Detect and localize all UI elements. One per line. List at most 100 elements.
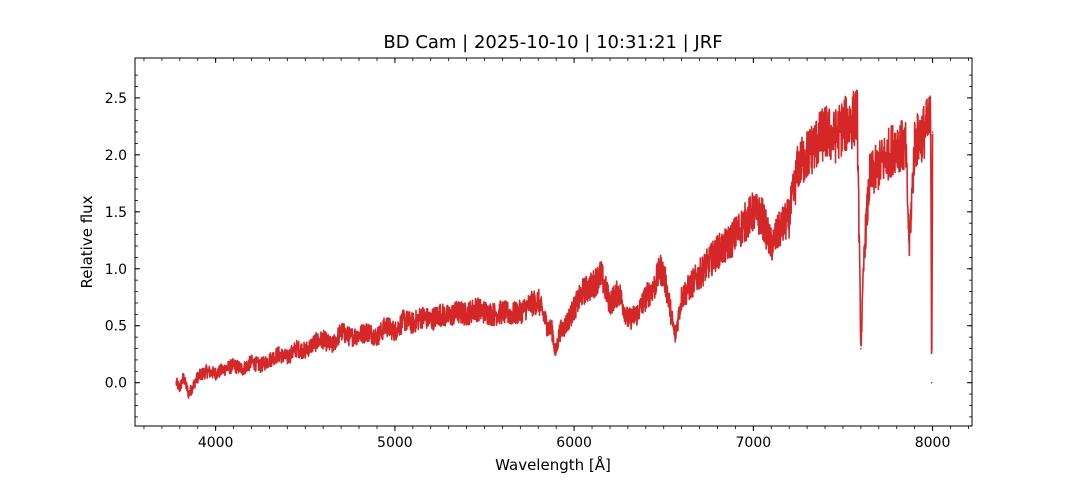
spectrum-data-point: [223, 368, 226, 370]
spectrum-data-point: [492, 313, 495, 316]
spectrum-data-point: [653, 285, 656, 287]
spectrum-data-point: [591, 285, 593, 287]
chart-title: BD Cam | 2025-10-10 | 10:31:21 | JRF: [383, 32, 722, 53]
x-axis: 4000 5000 6000 7000 8000: [143, 58, 969, 451]
spectrum-data-point: [259, 364, 262, 367]
spectrum-data-point: [752, 211, 755, 213]
spectrum-data-point: [856, 114, 859, 116]
spectrum-data-point: [456, 311, 459, 313]
spectrum-data-point: [922, 131, 925, 133]
spectrum-data-point: [420, 315, 423, 318]
spectrum-data-point: [842, 125, 844, 128]
spectrum-data-point: [358, 334, 360, 336]
y-tick-label: 1.0: [105, 262, 127, 278]
y-tick-label: 0.5: [105, 319, 127, 335]
spectrum-data-point: [707, 262, 710, 264]
spectrum-data-point: [546, 324, 549, 327]
spectrum-data-point: [376, 336, 378, 338]
spectrum-data-point: [806, 154, 808, 156]
spectrum-data-point: [913, 142, 916, 145]
spectrum-data-point: [367, 330, 369, 333]
spectrum-data-point: [895, 142, 898, 145]
spectrum-data-point: [815, 142, 817, 145]
spectrum-data-point: [716, 250, 719, 253]
x-tick-label: 7000: [736, 435, 772, 451]
spectrum-data-point: [465, 313, 468, 316]
spectrum-data-point: [412, 322, 414, 325]
spectrum-data-point: [788, 216, 790, 219]
x-tick-label: 5000: [377, 435, 413, 451]
spectrum-data-point: [322, 338, 324, 341]
spectrum-data-point: [770, 245, 773, 247]
spectrum-data-point: [734, 233, 737, 236]
spectrum-data-point: [340, 330, 342, 333]
spectrum-data-point: [824, 131, 826, 133]
x-tick-label: 4000: [198, 435, 234, 451]
spectrum-data-point: [636, 313, 638, 316]
x-tick-label: 6000: [556, 435, 592, 451]
spectrum-data-point: [554, 353, 557, 356]
spectrum-data-point: [429, 319, 432, 321]
spectrum-data-point: [519, 311, 522, 313]
y-tick-label: 2.0: [105, 148, 127, 164]
y-tick-label: 0.0: [105, 376, 127, 392]
y-tick-label: 2.5: [105, 91, 127, 107]
spectrum-data-point: [582, 290, 584, 293]
spectrum-data-point: [558, 330, 561, 333]
spectrum-data-point: [725, 245, 728, 247]
plot-marks: [175, 89, 934, 399]
spectrum-data-point: [501, 311, 504, 313]
spectrum-data-point: [403, 319, 405, 321]
spectrum-data-point: [573, 307, 575, 310]
spectrum-data-point: [863, 245, 866, 247]
y-axis-label: Relative flux: [78, 195, 96, 288]
spectrum-data-point: [349, 336, 351, 338]
spectrum-data-point: [551, 330, 554, 333]
y-axis: 0.0 0.5 1.0 1.5 2.0 2.5: [105, 74, 972, 418]
x-tick-label: 8000: [915, 435, 951, 451]
spectrum-data-point: [286, 356, 289, 359]
spectrum-data-point: [175, 381, 178, 384]
spectrum-data-point: [689, 285, 692, 287]
spectrum-data-point: [510, 313, 513, 316]
spectrum-data-point: [609, 302, 611, 304]
spectrum-data-point: [698, 273, 701, 276]
spectrum-data-point: [313, 342, 316, 344]
spectrum-data-point: [179, 387, 181, 390]
spectrum-data-point: [214, 372, 217, 375]
spectrum-data-point: [268, 359, 271, 361]
spectrum-data-point: [187, 393, 190, 395]
spectrum-data-point: [908, 245, 911, 247]
spectrum-data-point: [232, 364, 235, 367]
spectrum-data-point: [474, 307, 477, 310]
spectrum-series-line: [175, 89, 934, 399]
spectrum-data-point: [600, 273, 602, 276]
x-axis-label: Wavelength [Å]: [495, 455, 611, 474]
spectrum-data-point: [662, 273, 665, 276]
spectrum-data-point: [385, 324, 387, 327]
spectrum-data-point: [659, 267, 661, 270]
spectrum-data-point: [904, 148, 907, 150]
spectrum-data-point: [930, 381, 933, 384]
spectrum-data-point: [304, 350, 307, 352]
spectrum-data-point: [182, 376, 185, 378]
spectrum-data-point: [929, 119, 932, 122]
spectrum-data-point: [666, 290, 669, 293]
spectrum-data-point: [680, 296, 683, 299]
spectrum-data-point: [564, 324, 566, 327]
spectrum-data-point: [295, 347, 298, 350]
spectrum-data-point: [674, 336, 676, 338]
spectrum-data-point: [869, 176, 871, 179]
spectrum-data-point: [761, 216, 764, 219]
spectrum-data-point: [645, 296, 647, 299]
spectrum-data-point: [277, 353, 280, 356]
spectrum-data-point: [196, 376, 199, 378]
spectrum-data-point: [250, 361, 253, 364]
spectrum-data-point: [537, 299, 540, 302]
spectrum-data-point: [627, 319, 629, 321]
spectrum-data-point: [438, 313, 441, 316]
spectrum-data-point: [618, 290, 620, 293]
spectrum-data-point: [833, 136, 835, 139]
spectrum-data-point: [931, 131, 934, 133]
spectrum-data-point: [394, 330, 396, 333]
